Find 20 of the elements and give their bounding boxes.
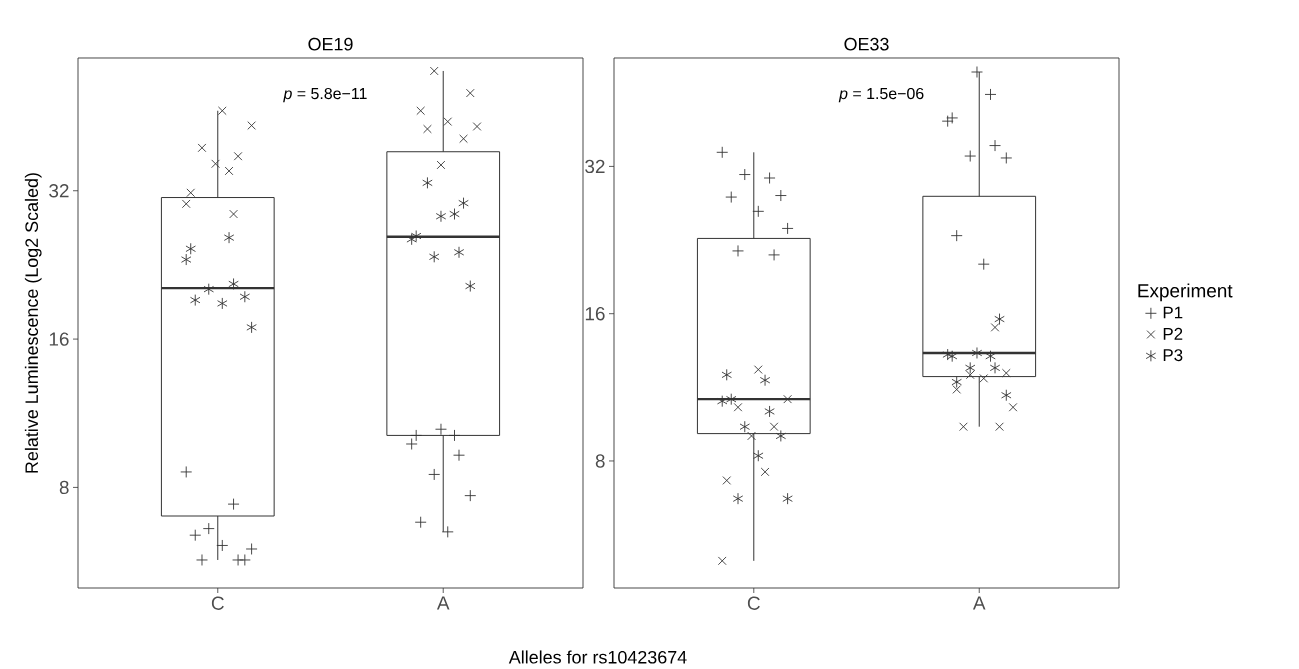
y-tick-label: 8 <box>595 454 605 468</box>
legend-title: Experiment <box>1138 283 1233 302</box>
y-axis-title: Relative Luminescence (Log2 Scaled) <box>24 173 42 473</box>
y-tick-label: 16 <box>585 306 605 321</box>
legend-label: P3 <box>1163 349 1183 362</box>
legend-label: P1 <box>1163 306 1183 319</box>
annotation: p = 5.8e−11 <box>283 87 367 103</box>
x-tick-label: A <box>436 596 450 610</box>
legend-label: P2 <box>1163 327 1183 340</box>
y-tick-label: 32 <box>585 159 605 174</box>
x-axis-title: Alleles for rs10423674 <box>508 650 687 664</box>
annotation: p = 1.5e−06 <box>838 87 924 103</box>
chart-title: OE19 <box>308 37 353 51</box>
chart-title: OE33 <box>844 37 889 51</box>
x-tick-label: A <box>972 596 986 610</box>
x-tick-label: C <box>747 596 760 610</box>
y-tick-label: 8 <box>59 480 69 495</box>
y-tick-label: 16 <box>49 332 69 346</box>
y-tick-label: 32 <box>49 184 69 198</box>
x-tick-label: C <box>211 596 224 610</box>
